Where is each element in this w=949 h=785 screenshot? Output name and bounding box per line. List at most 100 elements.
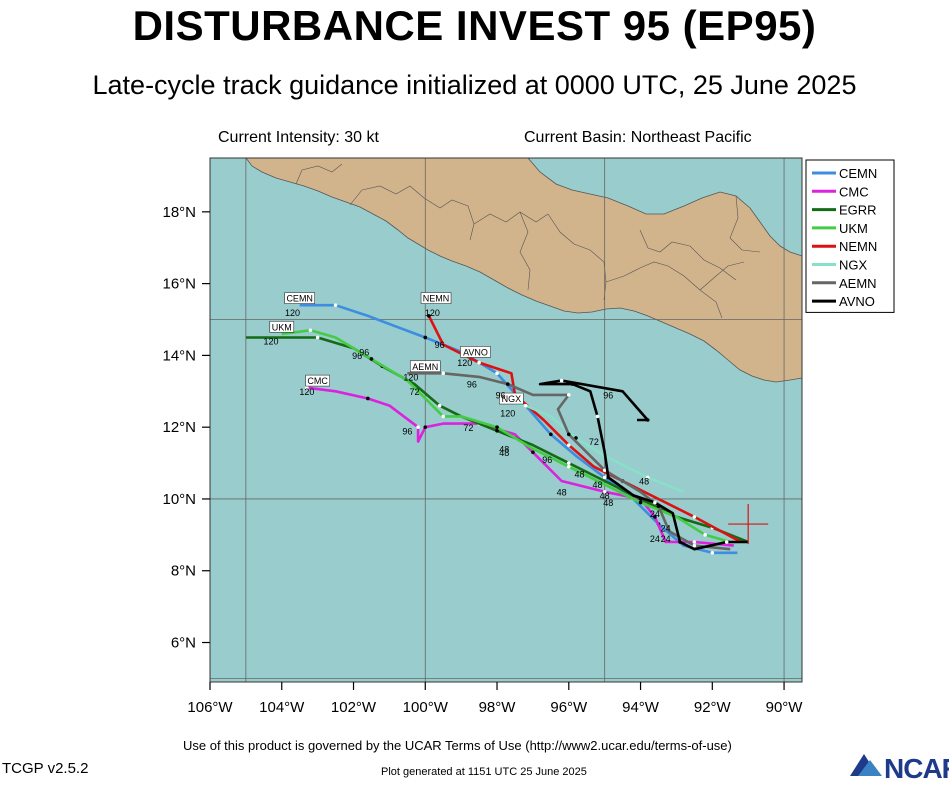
forecast-hour-label: 48	[557, 487, 567, 497]
x-tick-label: 92°W	[694, 699, 732, 716]
current-intensity: Current Intensity: 30 kt	[218, 129, 379, 146]
legend-label: AEMN	[839, 276, 877, 291]
legend-entry-ngx: NGX	[812, 258, 868, 273]
track-point	[315, 335, 320, 340]
forecast-hour-label: 48	[499, 444, 509, 454]
track-aemn: 120 72 96 AEMN	[403, 360, 731, 551]
x-tick-label: 94°W	[622, 699, 660, 716]
x-tick-label: 104°W	[259, 699, 305, 716]
model-tag-label: NEMN	[423, 294, 450, 304]
legend-label: CMC	[839, 184, 869, 199]
track-point	[437, 403, 442, 408]
track-point	[416, 425, 420, 429]
land-layer	[245, 158, 802, 383]
y-tick-label: 16°N	[162, 276, 196, 293]
track-point	[692, 515, 697, 519]
forecast-hour-label: 120	[457, 358, 472, 368]
forecast-hour-label: 120	[500, 408, 515, 418]
track-point	[566, 464, 571, 469]
legend-entry-aemn: AEMN	[812, 276, 877, 291]
map-title: DISTURBANCE INVEST 95 (EP95)	[132, 2, 817, 49]
track-point	[638, 500, 643, 505]
x-tick-label: 96°W	[550, 699, 588, 716]
track-point	[305, 385, 309, 390]
y-tick-label: 14°N	[162, 347, 196, 364]
ncar-logo: NCAR	[848, 748, 949, 784]
yucatan-gulf-coast	[527, 158, 802, 257]
legend-label: NEMN	[839, 239, 877, 254]
model-tag-box	[499, 392, 524, 405]
track-point	[495, 428, 499, 433]
track-point	[531, 450, 535, 455]
track-point	[495, 371, 499, 376]
forecast-hour-label: 96	[352, 351, 362, 361]
track-point	[308, 328, 313, 333]
model-tag-box	[305, 374, 330, 387]
track-point	[703, 533, 707, 537]
lat-lon-grid	[210, 158, 802, 682]
legend-label: CEMN	[839, 166, 877, 181]
forecast-hour-label: 24	[661, 523, 671, 533]
current-position-marker	[728, 504, 769, 545]
track-point	[678, 540, 682, 544]
track-point	[566, 443, 571, 447]
model-tag-label: AVNO	[463, 347, 488, 357]
model-tag-label: NGX	[502, 394, 522, 404]
legend-label: EGRR	[839, 203, 877, 218]
ncar-logo-text: NCAR	[884, 753, 949, 784]
forecast-hour-label: 96	[542, 455, 552, 465]
track-point	[692, 540, 697, 544]
forecast-hour-label: 96	[467, 380, 477, 390]
track-point	[369, 357, 374, 361]
y-tick-label: 8°N	[171, 563, 196, 580]
track-point	[441, 371, 446, 376]
model-tag-box	[284, 292, 315, 304]
track-point	[595, 414, 600, 419]
forecast-hour-label: 120	[285, 308, 300, 318]
track-point	[523, 403, 528, 408]
track-point	[477, 360, 481, 365]
track-point	[566, 393, 571, 397]
y-tick-label: 12°N	[162, 419, 196, 436]
model-tag-label: CMC	[307, 376, 328, 386]
current-basin: Current Basin: Northeast Pacific	[524, 129, 752, 146]
model-tag-label: CEMN	[286, 294, 313, 304]
legend-label: UKM	[839, 221, 868, 236]
forecast-hour-label: 72	[410, 387, 420, 397]
track-point	[333, 303, 338, 307]
track-point	[602, 475, 607, 480]
legend-entry-cmc: CMC	[812, 184, 869, 199]
track-point	[602, 489, 607, 494]
track-point	[645, 475, 650, 480]
forecast-hour-label: 48	[575, 469, 585, 479]
model-tag-box	[269, 320, 295, 333]
forecast-hour-label: 72	[463, 423, 473, 433]
x-tick-label: 100°W	[403, 699, 449, 716]
ncar-logo-icon	[850, 754, 882, 776]
legend-entry-cemn: CEMN	[812, 166, 877, 181]
track-line	[538, 379, 749, 551]
forecast-hour-label: 24	[661, 534, 671, 544]
track-point	[570, 382, 575, 386]
forecast-hour-label: 48	[499, 448, 509, 458]
forecast-hour-label: 120	[403, 373, 418, 383]
legend-entry-egrr: EGRR	[812, 203, 877, 218]
model-legend: CEMN CMC EGRR UKM NEMN NGX AEMN AVNO	[805, 159, 895, 313]
forecast-hour-label: 48	[639, 477, 649, 487]
forecast-hour-label: 72	[589, 437, 599, 447]
plot-generated-label: Plot generated at 1151 UTC 25 June 2025	[381, 766, 587, 778]
forecast-hour-label: 24	[650, 509, 660, 519]
track-point	[710, 550, 715, 555]
axis-ticks: 106°W 104°W 102°W 100°W 98°W 96°W 94°W 92°W 90°W…	[162, 204, 803, 716]
y-tick-label: 18°N	[162, 204, 196, 221]
forecast-hour-label: 48	[600, 491, 610, 501]
track-point	[602, 468, 607, 473]
model-tag-label: UKM	[272, 322, 292, 332]
track-point	[566, 461, 571, 465]
forecast-hour-label: 96	[359, 347, 369, 357]
x-tick-label: 90°W	[766, 699, 804, 716]
track-point	[653, 515, 657, 519]
legend-label: AVNO	[839, 294, 875, 309]
model-tag-box	[409, 360, 441, 373]
